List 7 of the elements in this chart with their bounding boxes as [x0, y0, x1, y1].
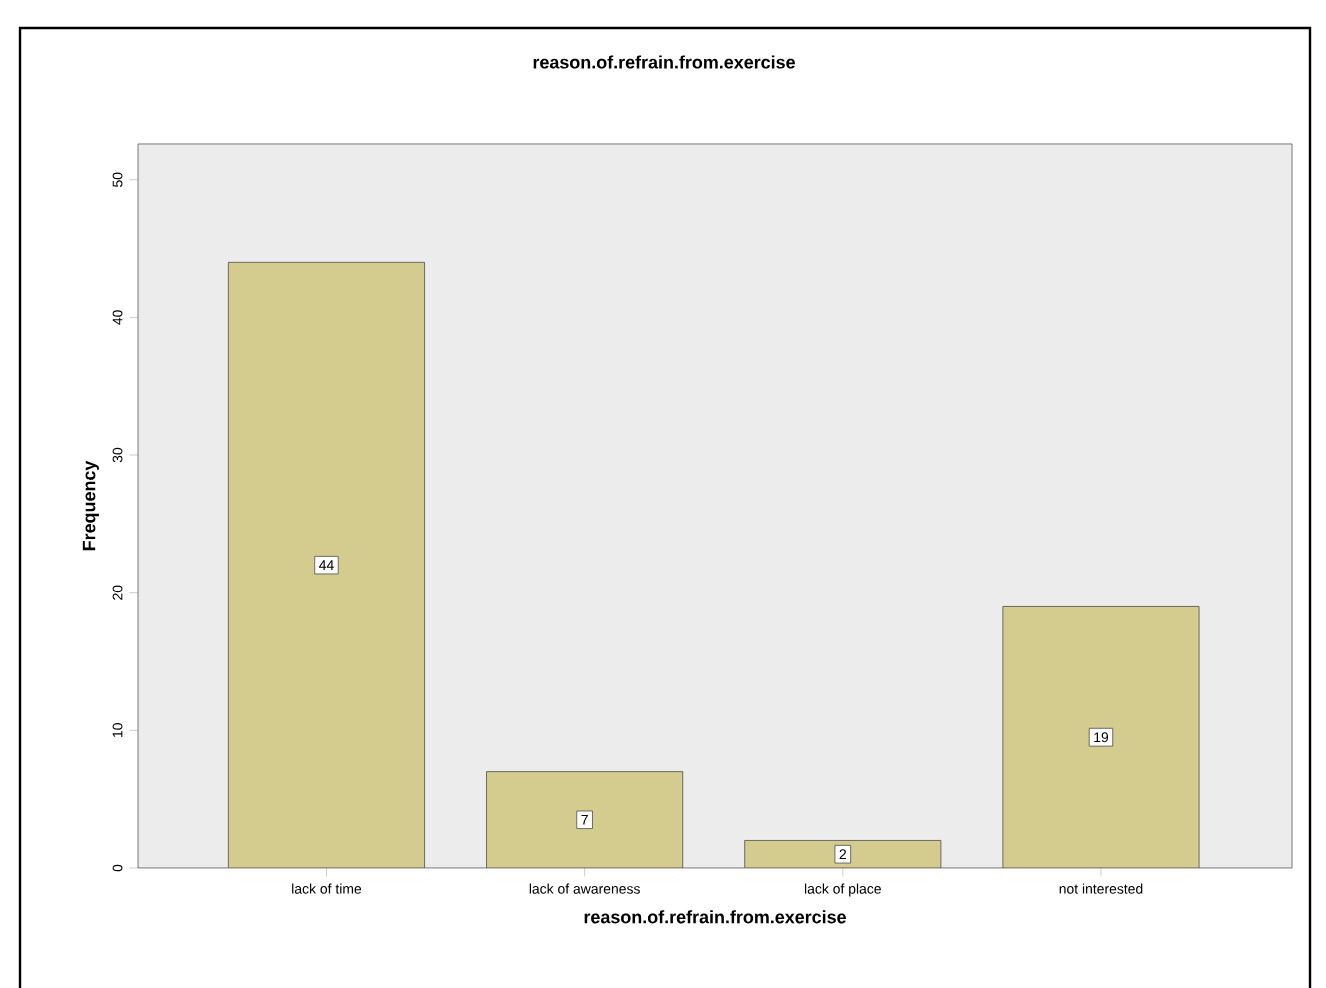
x-axis-title: reason.of.refrain.from.exercise	[584, 910, 846, 924]
y-axis-title: Frequency	[82, 460, 99, 551]
chart-title: reason.of.refrain.from.exercise	[533, 55, 795, 69]
bar	[1002, 606, 1200, 868]
bar	[228, 262, 425, 868]
bar	[744, 840, 941, 868]
bar	[486, 771, 684, 868]
